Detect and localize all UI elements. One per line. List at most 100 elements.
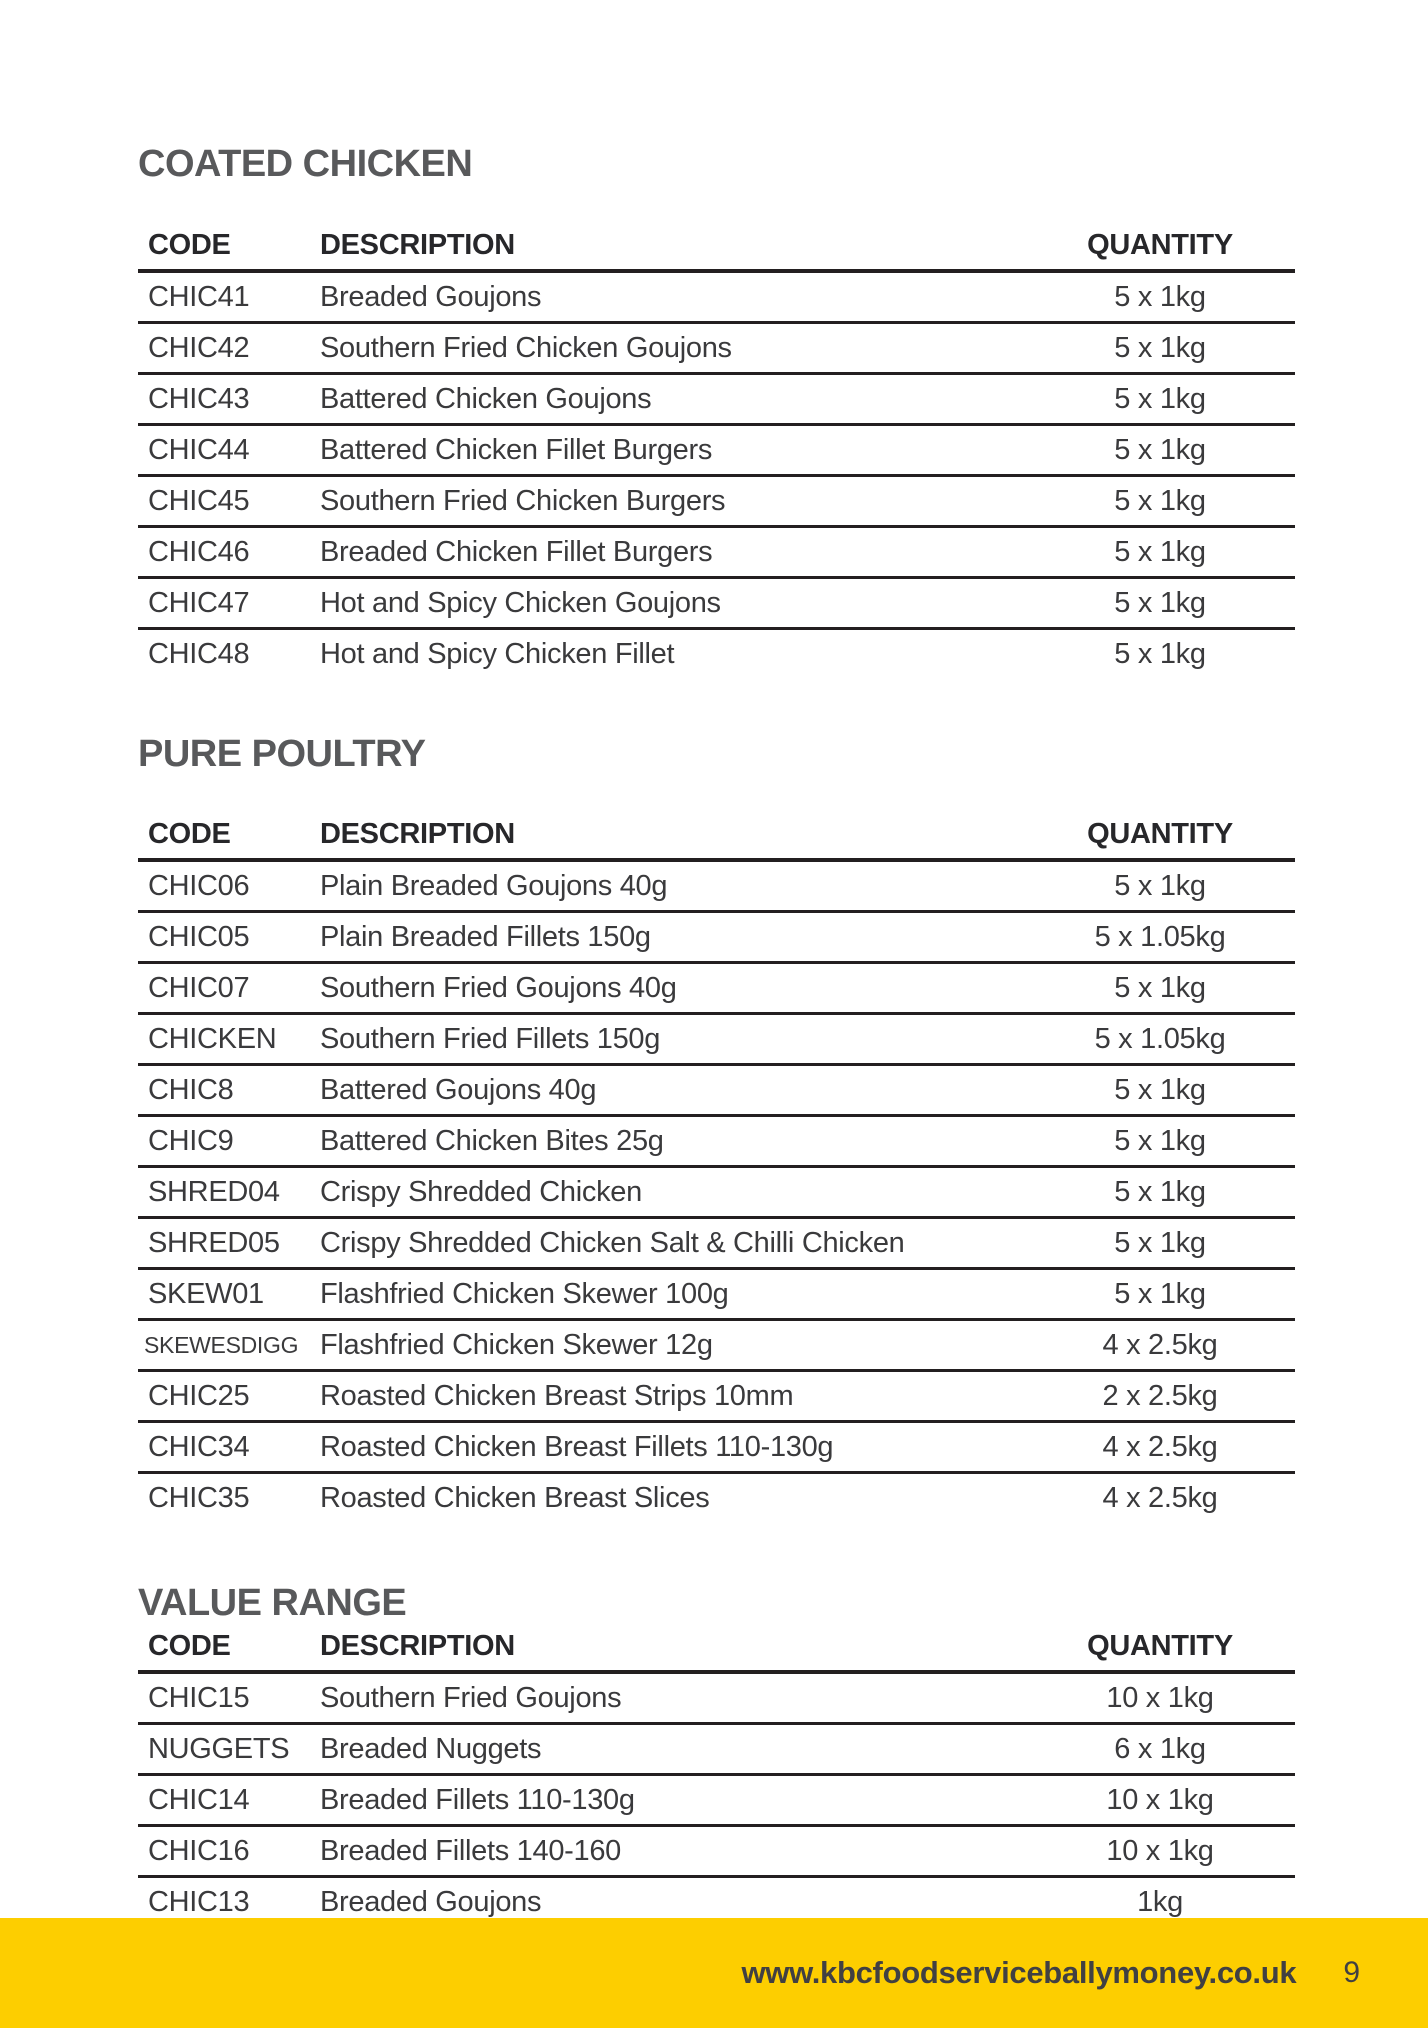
cell-code: CHIC06	[138, 860, 320, 913]
cell-description: Battered Chicken Fillet Burgers	[320, 424, 1025, 477]
table-row: CHIC35 Roasted Chicken Breast Slices 4 x 2…	[138, 1473, 1295, 1523]
cell-quantity: 10 x 1kg	[1025, 1774, 1295, 1827]
footer-website-url: www.kbcfoodserviceballymoney.co.uk	[741, 1955, 1297, 1990]
cell-description: Roasted Chicken Breast Strips 10mm	[320, 1370, 1025, 1423]
column-header-description: DESCRIPTION	[320, 810, 1025, 862]
column-header-quantity: QUANTITY	[1025, 221, 1295, 273]
header-row: CODE DESCRIPTION QUANTITY	[138, 810, 1295, 862]
cell-quantity: 10 x 1kg	[1025, 1672, 1295, 1725]
cell-description: Battered Goujons 40g	[320, 1064, 1025, 1117]
cell-code: CHIC43	[138, 373, 320, 426]
cell-description: Breaded Fillets 110-130g	[320, 1774, 1025, 1827]
column-header-description: DESCRIPTION	[320, 1622, 1025, 1674]
cell-code: CHIC35	[148, 1481, 250, 1514]
cell-description: Breaded Goujons	[320, 271, 1025, 324]
cell-code: CHIC16	[138, 1825, 320, 1878]
table-row: CHIC06 Plain Breaded Goujons 40g 5 x 1kg	[138, 860, 1295, 913]
table-row: CHIC46 Breaded Chicken Fillet Burgers 5 x …	[138, 526, 1295, 579]
cell-code: CHIC47	[138, 577, 320, 630]
cell-code: CHICKEN	[138, 1013, 320, 1066]
cell-quantity: 5 x 1kg	[1025, 475, 1295, 528]
cell-code: CHIC14	[138, 1774, 320, 1827]
table-row: CHIC44 Battered Chicken Fillet Burgers 5 x…	[138, 424, 1295, 477]
table-row: CHIC42 Southern Fried Chicken Goujons 5 x …	[138, 322, 1295, 375]
table-row: SHRED05 Crispy Shredded Chicken Salt & Ch…	[138, 1217, 1295, 1270]
cell-description: Flashfried Chicken Skewer 100g	[320, 1268, 1025, 1321]
cell-description: Southern Fried Goujons 40g	[320, 962, 1025, 1015]
cell-code: CHIC42	[138, 322, 320, 375]
cell-description: Southern Fried Fillets 150g	[320, 1013, 1025, 1066]
cell-code: NUGGETS	[138, 1723, 320, 1776]
page-number: 9	[1343, 1956, 1360, 1989]
table-row: CHIC45 Southern Fried Chicken Burgers 5 x …	[138, 475, 1295, 528]
cell-description: Breaded Fillets 140-160	[320, 1825, 1025, 1878]
section-heading-pure-poultry: PURE POULTRY	[138, 733, 426, 775]
cell-quantity: 5 x 1kg	[1025, 271, 1295, 324]
cell-code: CHIC44	[138, 424, 320, 477]
column-header-code: CODE	[138, 221, 320, 273]
cell-quantity: 5 x 1kg	[1025, 1166, 1295, 1219]
table-row: CHICKEN Southern Fried Fillets 150g 5 x 1.…	[138, 1013, 1295, 1066]
column-header-quantity: QUANTITY	[1025, 1622, 1295, 1674]
cell-code: SKEW01	[138, 1268, 320, 1321]
cell-code: CHIC15	[138, 1672, 320, 1725]
cell-code: CHIC46	[138, 526, 320, 579]
table-row: CHIC05 Plain Breaded Fillets 150g 5 x 1.05…	[138, 911, 1295, 964]
section-heading-coated-chicken: COATED CHICKEN	[138, 143, 473, 185]
table-row: CHIC8 Battered Goujons 40g 5 x 1kg	[138, 1064, 1295, 1117]
cell-description: Hot and Spicy Chicken Fillet	[320, 637, 675, 670]
cell-code: CHIC9	[138, 1115, 320, 1168]
table-row: CHIC47 Hot and Spicy Chicken Goujons 5 x 1…	[138, 577, 1295, 630]
table-row: NUGGETS Breaded Nuggets 6 x 1kg	[138, 1723, 1295, 1776]
cell-description: Roasted Chicken Breast Slices	[320, 1481, 710, 1514]
cell-quantity: 5 x 1kg	[1025, 526, 1295, 579]
cell-quantity: 10 x 1kg	[1025, 1825, 1295, 1878]
cell-description: Crispy Shredded Chicken	[320, 1166, 1025, 1219]
cell-description: Flashfried Chicken Skewer 12g	[320, 1319, 1025, 1372]
table-row: CHIC07 Southern Fried Goujons 40g 5 x 1kg	[138, 962, 1295, 1015]
cell-code: CHIC8	[138, 1064, 320, 1117]
product-table-value-range: CODE DESCRIPTION QUANTITY CHIC15 Southern Fr…	[138, 1622, 1295, 1929]
cell-quantity: 5 x 1kg	[1025, 424, 1295, 477]
cell-description: Southern Fried Chicken Burgers	[320, 475, 1025, 528]
cell-quantity: 5 x 1kg	[1025, 962, 1295, 1015]
table-row: SKEWESDIGG Flashfried Chicken Skewer 12g 4…	[138, 1319, 1295, 1372]
cell-quantity: 4 x 2.5kg	[1025, 1421, 1295, 1474]
cell-description: Southern Fried Goujons	[320, 1672, 1025, 1725]
cell-quantity: 5 x 1kg	[1025, 860, 1295, 913]
cell-quantity: 2 x 2.5kg	[1025, 1370, 1295, 1423]
cell-quantity: 4 x 2.5kg	[1102, 1481, 1218, 1514]
table-row: CHIC14 Breaded Fillets 110-130g 10 x 1kg	[138, 1774, 1295, 1827]
cell-quantity: 5 x 1kg	[1114, 637, 1206, 670]
cell-code: SHRED05	[138, 1217, 320, 1270]
cell-description: Plain Breaded Fillets 150g	[320, 911, 1025, 964]
cell-description: Plain Breaded Goujons 40g	[320, 860, 1025, 913]
product-table-coated-chicken: CODE DESCRIPTION QUANTITY CHIC41 Breaded Gou…	[138, 221, 1295, 678]
cell-description: Battered Chicken Goujons	[320, 373, 1025, 426]
cell-description: Battered Chicken Bites 25g	[320, 1115, 1025, 1168]
cell-code: CHIC34	[138, 1421, 320, 1474]
table-row: CHIC16 Breaded Fillets 140-160 10 x 1kg	[138, 1825, 1295, 1878]
cell-description: Roasted Chicken Breast Fillets 110-130g	[320, 1421, 1025, 1474]
cell-description: Crispy Shredded Chicken Salt & Chilli Ch…	[320, 1217, 1025, 1270]
cell-description: Breaded Nuggets	[320, 1723, 1025, 1776]
cell-quantity: 5 x 1kg	[1025, 1115, 1295, 1168]
column-header-description: DESCRIPTION	[320, 221, 1025, 273]
header-row: CODE DESCRIPTION QUANTITY	[138, 1622, 1295, 1674]
cell-code: SKEWESDIGG	[138, 1319, 320, 1372]
cell-quantity: 5 x 1.05kg	[1025, 1013, 1295, 1066]
cell-description: Hot and Spicy Chicken Goujons	[320, 577, 1025, 630]
cell-code: CHIC25	[138, 1370, 320, 1423]
page-content: COATED CHICKEN CODE DESCRIPTION QUANTITY CH…	[138, 0, 1295, 1929]
cell-quantity: 5 x 1kg	[1025, 1217, 1295, 1270]
table-row: CHIC25 Roasted Chicken Breast Strips 10mm…	[138, 1370, 1295, 1423]
cell-quantity: 5 x 1kg	[1025, 1064, 1295, 1117]
cell-description: Southern Fried Chicken Goujons	[320, 322, 1025, 375]
column-header-code: CODE	[138, 1622, 320, 1674]
table-row: CHIC9 Battered Chicken Bites 25g 5 x 1kg	[138, 1115, 1295, 1168]
table-row: SKEW01 Flashfried Chicken Skewer 100g 5 x …	[138, 1268, 1295, 1321]
footer-bar: www.kbcfoodserviceballymoney.co.uk 9	[0, 1918, 1428, 2028]
cell-quantity: 5 x 1.05kg	[1025, 911, 1295, 964]
cell-quantity: 5 x 1kg	[1025, 1268, 1295, 1321]
